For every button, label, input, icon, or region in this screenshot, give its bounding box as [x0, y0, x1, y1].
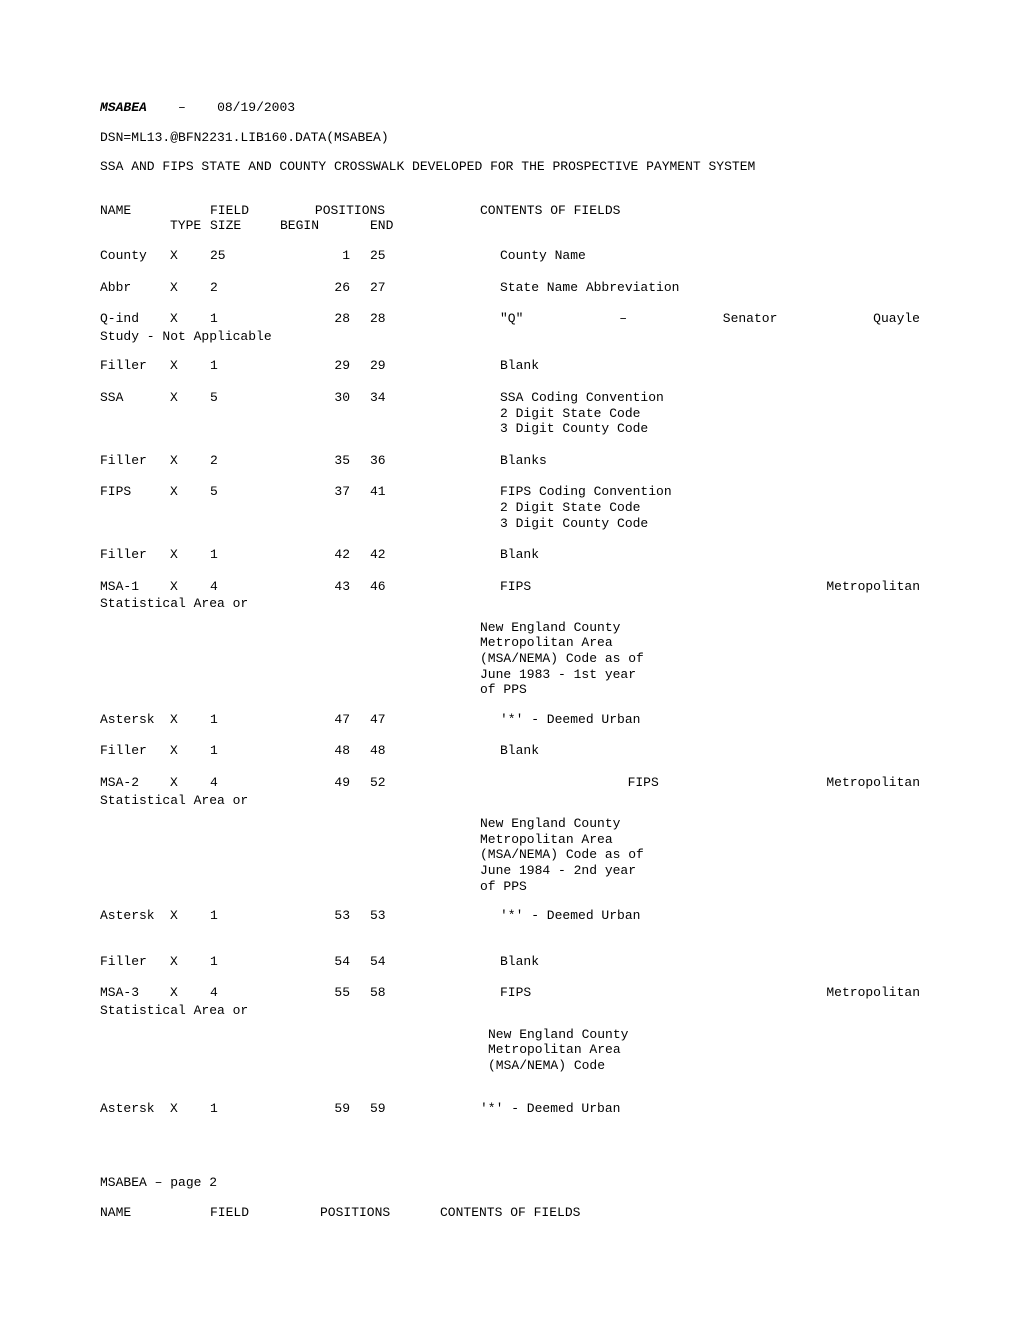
- row-msa1-hang: Statistical Area or: [100, 596, 920, 612]
- row-ast1: Astersk X 1 47 47 '*' - Deemed Urban: [100, 712, 920, 728]
- row-msa2-hang: Statistical Area or: [100, 793, 920, 809]
- col-size: SIZE: [210, 218, 280, 234]
- column-header-row2: TYPE SIZE BEGIN END: [100, 218, 920, 234]
- row-county: County X 25 1 25 County Name: [100, 248, 920, 264]
- row-filler3: Filler X 1 42 42 Blank: [100, 547, 920, 563]
- row-msa3: MSA-3 X 4 55 58 FIPS Metropolitan: [100, 985, 920, 1001]
- column-header-row1: NAME FIELD POSITIONS CONTENTS OF FIELDS: [100, 203, 920, 219]
- row-fips: FIPS X 5 37 41 FIPS Coding Convention 2 …: [100, 484, 920, 531]
- row-abbr: Abbr X 2 26 27 State Name Abbreviation: [100, 280, 920, 296]
- row-filler4: Filler X 1 48 48 Blank: [100, 743, 920, 759]
- row-qind: Q-ind X 1 28 28 "Q" – Senator Quayle: [100, 311, 920, 327]
- row-filler1: Filler X 1 29 29 Blank: [100, 358, 920, 374]
- desc-line: SSA AND FIPS STATE AND COUNTY CROSSWALK …: [100, 159, 920, 175]
- col-type: TYPE: [170, 218, 210, 234]
- row-qind-hang: Study - Not Applicable: [100, 329, 920, 345]
- row-msa3-hang: Statistical Area or: [100, 1003, 920, 1019]
- col-positions: POSITIONS: [280, 203, 420, 219]
- row-ast3: Astersk X 1 59 59 '*' - Deemed Urban: [100, 1101, 920, 1117]
- page2-title: MSABEA – page 2: [100, 1175, 920, 1191]
- row-msa2-block: New England County Metropolitan Area (MS…: [420, 816, 920, 894]
- row-msa2: MSA-2 X 4 49 52 FIPS Metropolitan: [100, 775, 920, 791]
- col-name: NAME: [100, 203, 170, 219]
- col-field: FIELD: [210, 203, 280, 219]
- page2-header: NAME FIELD POSITIONS CONTENTS OF FIELDS: [100, 1205, 920, 1221]
- doc-header-line: MSABEA – 08/19/2003: [100, 100, 920, 116]
- date: 08/19/2003: [217, 100, 295, 115]
- dsn-line: DSN=ML13.@BFN2231.LIB160.DATA(MSABEA): [100, 130, 920, 146]
- col-contents: CONTENTS OF FIELDS: [480, 203, 620, 219]
- row-filler5: Filler X 1 54 54 Blank: [100, 954, 920, 970]
- row-filler2: Filler X 2 35 36 Blanks: [100, 453, 920, 469]
- row-ast2: Astersk X 1 53 53 '*' - Deemed Urban: [100, 908, 920, 924]
- col-end: END: [370, 218, 440, 234]
- row-msa1: MSA-1 X 4 43 46 FIPS Metropolitan: [100, 579, 920, 595]
- title: MSABEA: [100, 100, 147, 115]
- row-msa1-block: New England County Metropolitan Area (MS…: [420, 620, 920, 698]
- sep: –: [178, 100, 186, 115]
- row-ssa: SSA X 5 30 34 SSA Coding Convention 2 Di…: [100, 390, 920, 437]
- row-msa3-block: New England County Metropolitan Area (MS…: [420, 1027, 920, 1074]
- col-begin: BEGIN: [280, 218, 370, 234]
